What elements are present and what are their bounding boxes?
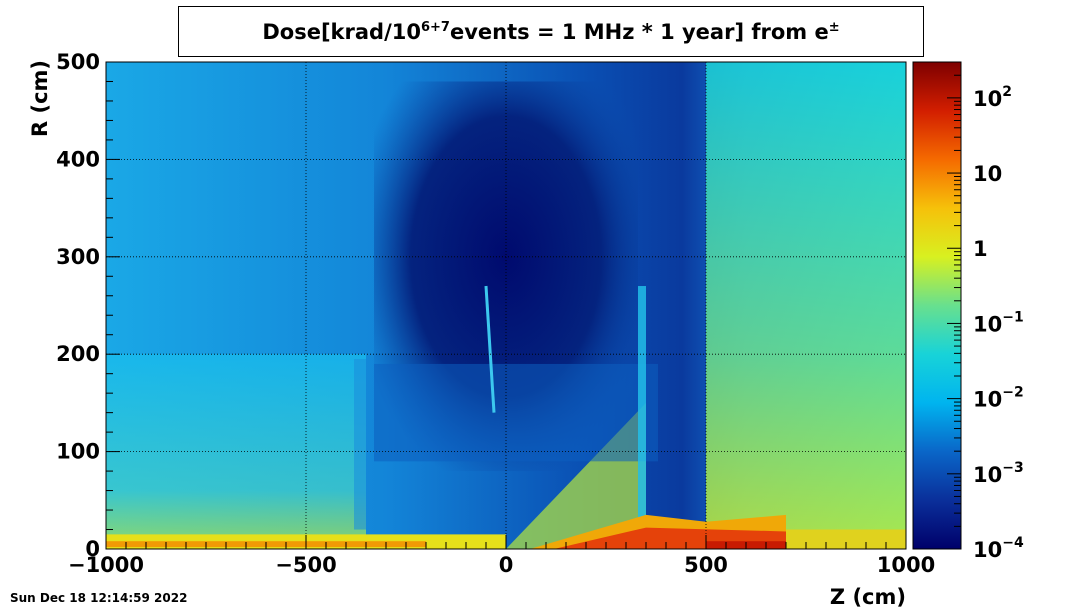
forward-region bbox=[706, 62, 906, 549]
y-tick-label-1: 100 bbox=[56, 440, 100, 464]
x-tick-label-2: 0 bbox=[499, 553, 514, 577]
colorbar-label-base: 10 bbox=[973, 312, 1002, 336]
y-axis-label: R (cm) bbox=[28, 59, 52, 137]
colorbar-label-5: 10 bbox=[973, 162, 1002, 186]
detector-structure bbox=[374, 363, 658, 462]
grid bbox=[106, 62, 906, 549]
x-tick-label-3: 500 bbox=[684, 553, 728, 577]
title-middle: events = 1 MHz * 1 year] from e bbox=[449, 19, 829, 44]
x-tick-label-4: 1000 bbox=[877, 553, 935, 577]
colorbar-label-0: 10−4 bbox=[973, 535, 1024, 562]
y-tick-label-0: 0 bbox=[85, 537, 100, 561]
y-tick-label-3: 300 bbox=[56, 245, 100, 269]
beam-band-far-forward bbox=[786, 529, 906, 549]
y-tick-label-2: 200 bbox=[56, 342, 100, 366]
y-tick-label-4: 400 bbox=[56, 147, 100, 171]
colorbar-label-base: 10 bbox=[973, 162, 1002, 186]
title-prefix: Dose[krad/10 bbox=[262, 19, 421, 44]
streak bbox=[484, 285, 496, 413]
colorbar-label-exponent: −2 bbox=[1002, 385, 1023, 401]
colorbar-label-4: 1 bbox=[973, 237, 988, 261]
endcap-negative bbox=[354, 359, 366, 530]
x-tick-label-0: −1000 bbox=[68, 553, 144, 577]
axes: −1000 −500 0 500 1000 0 100 200 300 400 500 bbox=[56, 50, 935, 577]
colorbar-label-2: 10−2 bbox=[973, 385, 1024, 412]
colorbar-label-6: 102 bbox=[973, 84, 1012, 111]
forward-cone bbox=[506, 402, 646, 549]
title-suffix-superscript: ± bbox=[828, 20, 840, 35]
colorbar-label-base: 10 bbox=[973, 538, 1002, 562]
colorbar-gradient bbox=[912, 61, 962, 550]
colorbar-label-1: 10−3 bbox=[973, 460, 1024, 487]
x-axis-label: Z (cm) bbox=[829, 585, 906, 609]
colorbar-label-base: 10 bbox=[973, 87, 1002, 111]
chart-title: Dose[krad/10 6+7 events = 1 MHz * 1 year]… bbox=[178, 6, 924, 57]
y-tick-label-5: 500 bbox=[56, 50, 100, 74]
title-superscript: 6+7 bbox=[420, 20, 450, 35]
colorbar-label-3: 10−1 bbox=[973, 309, 1024, 336]
colorbar-label-base: 10 bbox=[973, 388, 1002, 412]
endcap-positive bbox=[638, 286, 646, 520]
colorbar-label-base: 1 bbox=[973, 237, 988, 261]
x-tick-label-1: −500 bbox=[275, 553, 336, 577]
colorbar-label-exponent: −4 bbox=[1002, 535, 1024, 551]
colorbar-label-base: 10 bbox=[973, 463, 1002, 487]
colorbar-label-exponent: −1 bbox=[1002, 309, 1023, 325]
timestamp: Sun Dec 18 12:14:59 2022 bbox=[10, 591, 188, 605]
colorbar-label-exponent: 2 bbox=[1002, 84, 1012, 100]
colorbar-label-exponent: −3 bbox=[1002, 460, 1023, 476]
